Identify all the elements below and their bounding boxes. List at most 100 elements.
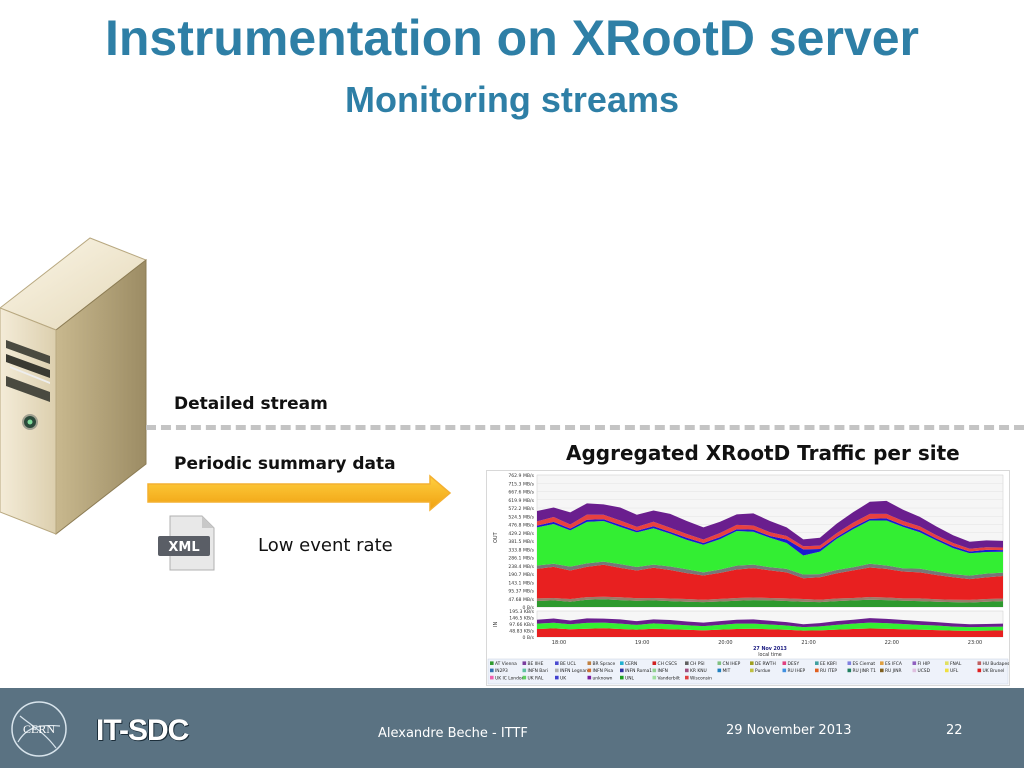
traffic-chart-svg: 762.9 MB/s 715.3 MB/s 667.6 MB/s 619.9 MB/s… [487, 473, 1011, 685]
legend-label: UK Brunel [983, 668, 1005, 674]
out-tick-label: 381.5 MB/s [508, 539, 534, 545]
xml-file-icon: XML [158, 515, 215, 571]
legend-label: UFL [950, 668, 959, 674]
out-tick-label: 238.4 MB/s [508, 564, 534, 570]
out-tick-label: 715.3 MB/s [508, 481, 534, 487]
legend-swatch [522, 675, 527, 680]
legend-label: FI HIP [918, 661, 931, 667]
legend-swatch [912, 661, 917, 665]
out-area-series-5 [537, 518, 1003, 556]
legend-swatch [945, 661, 949, 665]
legend-label: INFN Bari [528, 668, 549, 674]
out-tick-label: 429.2 MB/s [508, 531, 534, 537]
detailed-stream-label: Detailed stream [174, 394, 328, 414]
detailed-stream-line [146, 425, 1024, 430]
legend-swatch [782, 661, 787, 665]
legend-swatch [490, 661, 494, 665]
legend-swatch [555, 668, 559, 673]
in-area-series-2 [537, 618, 1003, 628]
legend-label: RU JINR [885, 668, 902, 674]
legend-swatch [815, 668, 819, 673]
legend-label: Purdue [755, 668, 771, 674]
legend-box [487, 658, 1009, 685]
slide-subtitle: Monitoring streams [344, 79, 680, 120]
legend-swatch [685, 668, 689, 673]
in-axis-label: IN [493, 622, 499, 627]
legend-swatch [880, 668, 884, 673]
legend-label: BE IIHE [528, 661, 544, 667]
out-area-series-0 [537, 599, 1003, 607]
cern-logo-icon: CERN [11, 701, 67, 757]
x-tick-label: 19:00 [635, 640, 649, 646]
legend-label: UCSD [918, 668, 931, 674]
legend-swatch [490, 668, 494, 673]
in-area-series-0 [537, 628, 1003, 637]
legend-label: CH CSCS [658, 661, 678, 667]
legend-label: INFN Roma1 [625, 668, 652, 674]
out-tick-label: 572.2 MB/s [508, 506, 534, 512]
out-area-series-2 [537, 564, 1003, 600]
legend-swatch [587, 668, 592, 673]
legend-label: UK IC London [495, 675, 525, 681]
slide-title: Instrumentation on XRootD server [105, 10, 919, 66]
out-area-series-6 [537, 513, 1003, 552]
cern-logo-text: CERN [23, 722, 55, 736]
legend-swatch [912, 668, 917, 673]
out-tick-label: 524.5 MB/s [508, 514, 534, 520]
legend-label: AT Vienna [495, 661, 517, 667]
out-axis-label: OUT [493, 531, 499, 543]
xml-icon-text: XML [168, 540, 199, 555]
legend-label: MIT [723, 668, 731, 674]
page-number: 22 [946, 723, 963, 738]
legend-label: KR KNU [690, 668, 707, 674]
legend-label: CN IHEP [723, 661, 741, 667]
periodic-summary-label: Periodic summary data [174, 454, 396, 474]
out-area-series-7 [537, 500, 1003, 549]
legend-label: INFN [658, 668, 668, 674]
legend-label: Vanderbilt [658, 675, 681, 681]
legend-swatch [490, 675, 494, 680]
legend-label: DE RWTH [755, 661, 776, 667]
legend-swatch [945, 668, 949, 673]
in-tick-label: 146.5 KB/s [509, 616, 534, 622]
group-name: IT-SDC [96, 714, 189, 747]
legend-swatch [847, 661, 852, 665]
in-tick-label: 0 B/s [523, 635, 535, 641]
footer-date: 29 November 2013 [726, 723, 852, 738]
in-tick-label: 195.3 KB/s [509, 609, 534, 615]
legend-label: INFN Legnaro [560, 668, 590, 674]
footer-author: Alexandre Beche - ITTF [378, 726, 528, 741]
date-label: 27 Nov 2013 [753, 646, 787, 652]
out-tick-label: 333.8 MB/s [508, 547, 534, 553]
chart-heading: Aggregated XRootD Traffic per site [566, 441, 960, 465]
legend-swatch [652, 661, 657, 665]
legend-swatch [587, 675, 592, 680]
server-icon [0, 237, 147, 536]
out-tick-label: 190.7 MB/s [508, 572, 534, 578]
legend-label: INFN Pisa [593, 668, 614, 674]
legend-swatch [620, 675, 624, 680]
low-event-rate-label: Low event rate [258, 535, 393, 556]
legend-label: UK [560, 675, 566, 681]
in-area-series-1 [537, 622, 1003, 631]
legend-label: Wisconsin [690, 675, 712, 681]
in-tick-label: 48.83 KB/s [509, 629, 534, 635]
time-label: local time [758, 652, 782, 658]
legend-swatch [522, 661, 527, 665]
legend-swatch [620, 661, 624, 665]
out-tick-label: 95.37 MB/s [508, 589, 534, 595]
out-tick-label: 762.9 MB/s [508, 473, 534, 479]
legend-label: unknown [593, 675, 613, 681]
legend-label: HU Budapest [983, 661, 1010, 667]
x-tick-label: 21:00 [801, 640, 815, 646]
legend-label: BE UCL [560, 661, 576, 667]
out-area-series-4 [537, 520, 1003, 576]
legend-label: BR Sprace [593, 661, 616, 667]
legend-swatch [587, 661, 592, 665]
legend-swatch [555, 661, 559, 665]
out-tick-label: 47.68 MB/s [508, 597, 534, 603]
legend-label: FNAL [950, 661, 962, 667]
legend-label: UK RAL [528, 675, 544, 681]
legend-label: UNL [625, 675, 634, 681]
legend-label: EE KBFI [820, 661, 837, 667]
